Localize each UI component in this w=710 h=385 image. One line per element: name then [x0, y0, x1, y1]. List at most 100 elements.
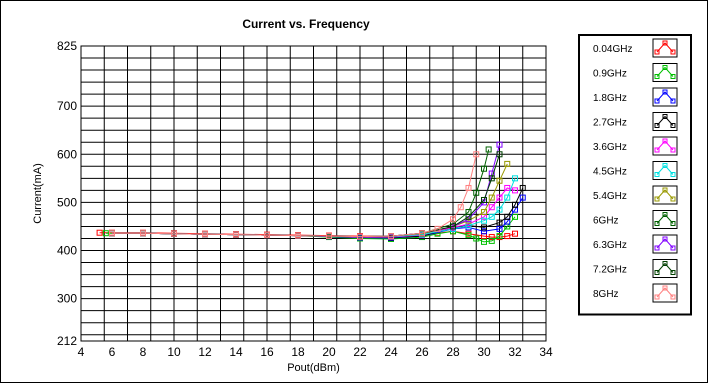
series-line — [112, 154, 477, 238]
legend-swatch-marker — [670, 270, 676, 275]
x-tick-label: 6 — [109, 345, 116, 359]
data-point — [481, 196, 487, 203]
x-tick-label: 28 — [446, 345, 460, 359]
plot-area — [80, 45, 547, 342]
data-point — [488, 234, 495, 241]
legend-item: 4.5GHz — [593, 161, 678, 180]
data-point — [102, 230, 109, 237]
legend-swatch-marker — [670, 74, 676, 79]
x-axis-title: Pout(dBm) — [287, 362, 340, 374]
data-point — [473, 151, 480, 158]
data-point — [512, 187, 518, 194]
x-tick-label: 24 — [384, 345, 398, 359]
legend-swatch-marker — [662, 138, 668, 144]
legend-swatch-marker — [654, 98, 660, 104]
legend-label: 0.9GHz — [593, 69, 627, 80]
legend-item: 8GHz — [593, 283, 678, 303]
data-point — [481, 209, 487, 216]
series-8GHz — [109, 151, 480, 240]
legend-swatch-line — [656, 42, 674, 53]
legend-item: 3.6GHz — [593, 136, 678, 156]
data-point — [295, 232, 301, 239]
legend-swatch-marker — [670, 147, 676, 153]
data-point — [519, 184, 526, 191]
data-point — [488, 194, 495, 201]
legend-swatch-marker — [662, 114, 668, 119]
legend-label: 8GHz — [593, 289, 619, 300]
legend-swatch-marker — [670, 172, 676, 177]
legend-item: 6.3GHz — [593, 234, 678, 254]
legend-swatch-marker — [662, 89, 668, 95]
legend-swatch-marker — [670, 245, 676, 251]
data-point — [488, 213, 495, 220]
legend-swatch-line — [656, 189, 674, 200]
legend-swatch-marker — [662, 236, 668, 242]
x-tick-label: 12 — [198, 345, 212, 359]
legend-label: 4.5GHz — [593, 167, 627, 178]
data-point — [504, 233, 511, 240]
data-point — [512, 175, 518, 182]
legend-label: 5.4GHz — [593, 191, 627, 202]
legend-label: 0.04GHz — [593, 44, 632, 55]
x-tick-label: 4 — [78, 345, 85, 359]
legend-item: 1.8GHz — [593, 87, 678, 107]
data-point — [481, 224, 487, 231]
data-point — [496, 141, 503, 148]
legend-swatch-marker — [654, 123, 660, 128]
legend-swatch-marker — [662, 261, 668, 266]
legend-swatch-marker — [662, 163, 668, 168]
data-point — [233, 231, 239, 238]
series-line — [112, 149, 490, 238]
y-tick-label: 700 — [57, 99, 77, 113]
legend-swatch-marker — [670, 221, 676, 226]
legend-label: 1.8GHz — [593, 93, 627, 104]
data-point — [388, 233, 394, 240]
data-point — [496, 151, 503, 158]
legend-swatch-line — [656, 115, 674, 126]
legend-swatch-line — [656, 262, 674, 273]
x-tick-label: 26 — [415, 345, 429, 359]
grid — [80, 46, 547, 341]
y-tick-label: 300 — [57, 292, 77, 306]
data-point — [512, 201, 518, 208]
legend-swatch-line — [656, 213, 674, 224]
series-layer — [96, 141, 526, 245]
data-point — [264, 232, 270, 239]
legend-label: 6.3GHz — [593, 240, 627, 251]
x-tick-label: 22 — [353, 345, 367, 359]
legend-label: 6GHz — [593, 216, 619, 227]
legend-swatch-marker — [654, 270, 660, 275]
legend-swatch-marker — [654, 245, 660, 251]
data-point — [450, 216, 456, 223]
data-point — [481, 165, 487, 172]
data-point — [465, 232, 472, 239]
data-point — [488, 237, 495, 244]
x-tick-label: 34 — [539, 345, 553, 359]
x-tick-label: 8 — [140, 345, 147, 359]
legend-swatch-marker — [654, 147, 660, 153]
x-tick-label: 10 — [167, 345, 181, 359]
series-6GHz — [109, 146, 492, 240]
y-tick-label: 500 — [57, 195, 77, 209]
data-point — [481, 217, 487, 224]
data-point — [109, 230, 115, 237]
legend-swatch-line — [656, 91, 674, 102]
data-point — [504, 160, 511, 167]
y-tick-label: 825 — [57, 39, 77, 53]
data-point — [512, 213, 518, 220]
x-tick-label: 18 — [291, 345, 305, 359]
data-point — [465, 213, 472, 220]
legend-swatch-line — [656, 140, 674, 151]
legend-item: 0.04GHz — [593, 38, 678, 58]
legend-swatch-marker — [654, 49, 660, 55]
data-point — [419, 230, 425, 237]
chart-title: Current vs. Frequency — [242, 17, 370, 31]
legend-swatch-line — [656, 238, 674, 249]
data-point — [171, 230, 177, 237]
legend-swatch-marker — [654, 74, 660, 79]
data-point — [512, 230, 518, 237]
data-point — [496, 177, 503, 184]
legend-item: 2.7GHz — [593, 112, 678, 131]
data-point — [457, 204, 464, 211]
y-tick-label: 212 — [57, 334, 77, 348]
